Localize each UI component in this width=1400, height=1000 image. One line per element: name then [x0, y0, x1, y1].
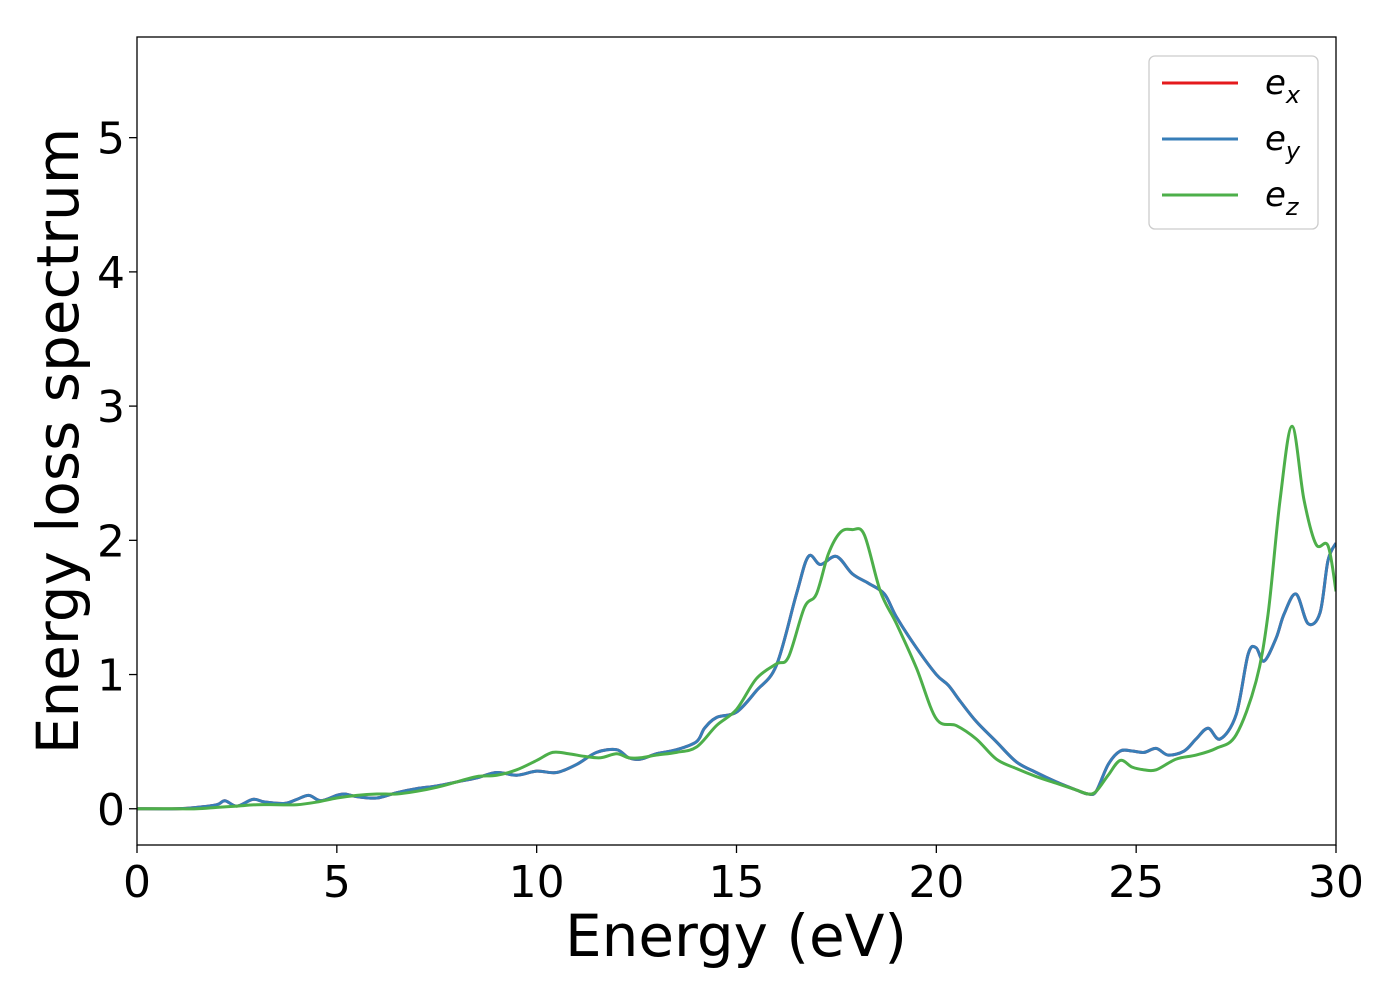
series-line-ez: [137, 424, 1336, 811]
y-tick-label: 4: [97, 248, 125, 299]
y-tick-label: 5: [97, 114, 125, 165]
x-tick-label: 25: [1108, 857, 1164, 908]
y-tick-label: 2: [97, 516, 125, 567]
y-tick-label: 1: [97, 651, 125, 702]
x-axis-ticks: 0 5 10 15 20 25 30: [123, 845, 1364, 908]
y-tick-label: 3: [97, 382, 125, 433]
x-tick-label: 20: [908, 857, 964, 908]
y-tick-label: 0: [97, 785, 125, 836]
y-axis-ticks: 0 1 2 3 4 5: [97, 114, 137, 836]
x-tick-label: 0: [123, 857, 151, 908]
series-lines: [137, 424, 1336, 811]
x-tick-label: 30: [1308, 857, 1364, 908]
x-axis-title: Energy (eV): [565, 902, 907, 970]
x-tick-label: 15: [709, 857, 765, 908]
x-tick-label: 5: [323, 857, 351, 908]
y-axis-title: Energy loss spectrum: [24, 128, 92, 754]
x-tick-label: 10: [509, 857, 565, 908]
series-line-ey: [137, 542, 1336, 811]
legend-box: [1148, 55, 1319, 230]
